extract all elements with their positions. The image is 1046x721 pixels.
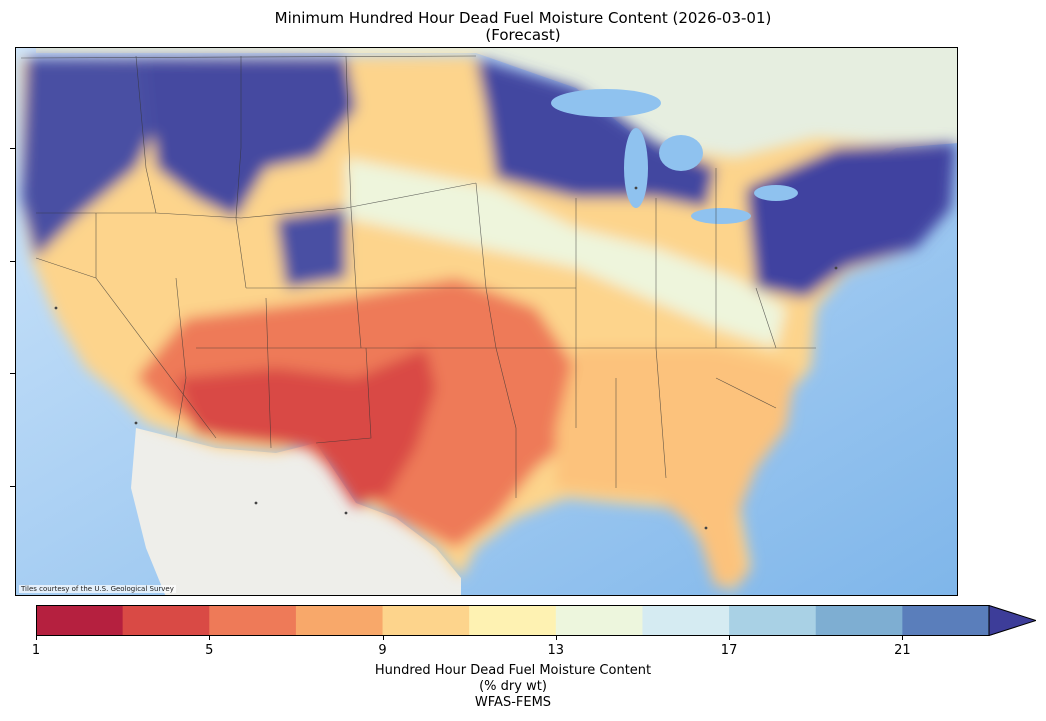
colorbar-segment [36, 605, 124, 636]
colorbar-tick-label: 21 [894, 643, 911, 658]
colorbar-tick-mark [555, 636, 557, 640]
colorbar-segment [642, 605, 730, 636]
canada-land [36, 48, 957, 188]
mexico-land [131, 428, 461, 595]
colorbar-segment [815, 605, 903, 636]
map-canvas [16, 48, 957, 595]
great-lakes-water [551, 89, 798, 224]
colorbar-label: Hundred Hour Dead Fuel Moisture Content [374, 663, 652, 678]
colorbar-tick-mark [209, 636, 211, 640]
colorbar-tick-mark [902, 636, 904, 640]
colorbar-segment [902, 605, 990, 636]
state-boundaries [20, 55, 816, 498]
colorbar-segment [209, 605, 297, 636]
colorbar-tick-mark [36, 636, 37, 640]
y-axis-tick [10, 486, 15, 487]
colorbar-tick-mark [729, 636, 731, 640]
colorbar-source: WFAS-FEMS [474, 695, 552, 710]
colorbar [36, 605, 1036, 636]
colorbar-units: (% dry wt) [479, 679, 547, 694]
colorbar-segment [295, 605, 384, 636]
colorbar-segment [122, 605, 210, 636]
colorbar-segment [469, 605, 557, 636]
colorbar-tick-label: 9 [378, 643, 387, 658]
y-axis-tick [10, 261, 15, 262]
y-axis-tick [10, 373, 15, 374]
colorbar-tick-label: 17 [720, 643, 738, 658]
colorbar-segment [555, 605, 643, 636]
colorbar-tick-label: 1 [31, 643, 41, 658]
city-markers [54, 186, 838, 530]
colorbar-tick-mark [382, 636, 384, 640]
colorbar-extend-arrow [989, 605, 1036, 636]
colorbar-segment [729, 605, 817, 636]
colorbar-segment [382, 605, 470, 636]
colorbar-tick-label: 13 [547, 643, 565, 658]
fuel-moisture-map: Tiles courtesy of the U.S. Geological Su… [15, 47, 958, 596]
map-subtitle: (Forecast) [485, 26, 561, 44]
map-attribution: Tiles courtesy of the U.S. Geological Su… [19, 585, 176, 593]
y-axis-tick [10, 148, 15, 149]
colorbar-segments [36, 605, 990, 636]
colorbar-tick-label: 5 [205, 643, 214, 658]
map-title: Minimum Hundred Hour Dead Fuel Moisture … [274, 9, 772, 27]
